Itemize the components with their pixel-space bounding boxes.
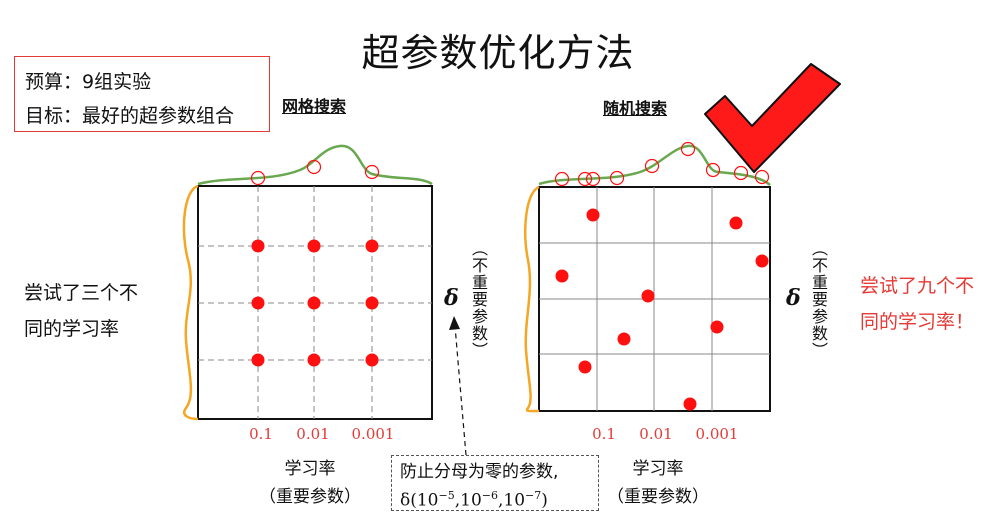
note-suffix: ) xyxy=(541,490,548,511)
random-top-curve xyxy=(538,144,771,186)
grid-point xyxy=(365,239,379,253)
grid-search-panel: 0.1 0.01 0.001 xyxy=(182,144,433,443)
random-axis-title: 学习率 （重要参数） xyxy=(578,455,738,511)
note-arrow xyxy=(449,316,467,456)
random-curve-sample xyxy=(754,169,770,185)
random-tick-label: 0.01 xyxy=(639,425,672,443)
random-side-text: 尝试了九个不 同的学习率！ xyxy=(860,268,974,340)
random-axis-title-line2: （重要参数） xyxy=(607,487,709,507)
random-point xyxy=(617,332,631,346)
note-exp-2: −6 xyxy=(481,489,498,502)
random-point xyxy=(555,269,569,283)
grid-side-text: 尝试了三个不 同的学习率 xyxy=(24,275,138,347)
random-side-line1: 尝试了九个不 xyxy=(860,275,975,297)
budget-line: 预算：9组实验 xyxy=(25,71,152,93)
random-point xyxy=(683,397,697,411)
grid-side-line1: 尝试了三个不 xyxy=(24,282,139,304)
random-curve-sample xyxy=(554,171,570,187)
grid-point xyxy=(251,296,265,310)
grid-points xyxy=(251,239,379,367)
grid-tick-label: 0.1 xyxy=(249,425,273,443)
random-point xyxy=(578,360,592,374)
random-point xyxy=(755,254,769,268)
goal-line: 目标：最好的超参数组合 xyxy=(25,105,235,127)
random-search-panel: 0.1 0.01 0.001 xyxy=(524,141,771,443)
grid-curve-sample xyxy=(364,164,380,180)
grid-delta-symbol: δ xyxy=(444,285,459,311)
grid-dashed-lines xyxy=(198,186,432,419)
note-line2: δ(10−5,10−6,10−7) xyxy=(400,484,590,513)
grid-point xyxy=(307,239,321,253)
random-curve-samples xyxy=(554,141,770,187)
random-curve-sample xyxy=(733,165,749,181)
random-curve-sample xyxy=(577,171,593,187)
random-search-heading: 随机搜索 xyxy=(603,99,668,118)
random-tick-label: 0.1 xyxy=(592,425,616,443)
note-sep-1: ,10 xyxy=(454,490,482,511)
page-title: 超参数优化方法 xyxy=(361,31,635,75)
random-delta-label: （不重要参数） xyxy=(809,240,828,359)
grid-tick-label: 0.001 xyxy=(352,425,395,443)
note-prefix: δ(10 xyxy=(400,490,439,511)
random-axis-title-line1: 学习率 xyxy=(632,459,684,479)
random-side-curve xyxy=(524,185,540,413)
random-curve-sample xyxy=(680,141,696,157)
random-point xyxy=(586,208,600,222)
grid-side-line2: 同的学习率 xyxy=(24,318,120,340)
grid-delta-label: （不重要参数） xyxy=(469,240,488,359)
note-line1: 防止分母为零的参数, xyxy=(400,462,559,482)
grid-point xyxy=(307,296,321,310)
grid-point xyxy=(365,296,379,310)
random-delta-symbol: δ xyxy=(786,285,801,311)
grid-axis-title-line1: 学习率 xyxy=(284,459,336,479)
grid-curve-sample xyxy=(306,159,322,175)
grid-top-curve xyxy=(197,144,433,186)
arrow-head-icon xyxy=(449,316,460,330)
random-curve-sample xyxy=(585,171,601,187)
note-exp-1: −5 xyxy=(438,489,455,502)
random-point xyxy=(729,216,743,230)
random-point xyxy=(641,289,655,303)
note-sep-2: ,10 xyxy=(497,490,526,511)
random-point xyxy=(710,320,724,334)
grid-point xyxy=(365,353,379,367)
budget-box: 预算：9组实验 目标：最好的超参数组合 xyxy=(14,56,270,132)
grid-point xyxy=(251,239,265,253)
grid-point xyxy=(251,353,265,367)
grid-side-curve xyxy=(182,184,199,421)
random-curve-sample xyxy=(644,158,660,174)
grid-axis-title: 学习率 （重要参数） xyxy=(230,455,390,511)
grid-axis-title-line2: （重要参数） xyxy=(259,487,361,507)
grid-tick-label: 0.01 xyxy=(296,425,329,443)
grid-point xyxy=(307,353,321,367)
random-side-line2: 同的学习率！ xyxy=(860,311,975,333)
random-curve-sample xyxy=(705,162,721,178)
note-exp-3: −7 xyxy=(525,489,542,502)
check-mark-icon xyxy=(704,63,841,173)
random-curve-sample xyxy=(609,170,625,186)
random-points xyxy=(555,208,769,411)
random-tick-label: 0.001 xyxy=(696,425,739,443)
epsilon-note-box: 防止分母为零的参数, δ(10−5,10−6,10−7) xyxy=(391,455,599,511)
grid-search-heading: 网格搜索 xyxy=(282,97,347,116)
grid-curve-sample xyxy=(250,170,266,186)
random-grid-lines xyxy=(539,187,770,411)
